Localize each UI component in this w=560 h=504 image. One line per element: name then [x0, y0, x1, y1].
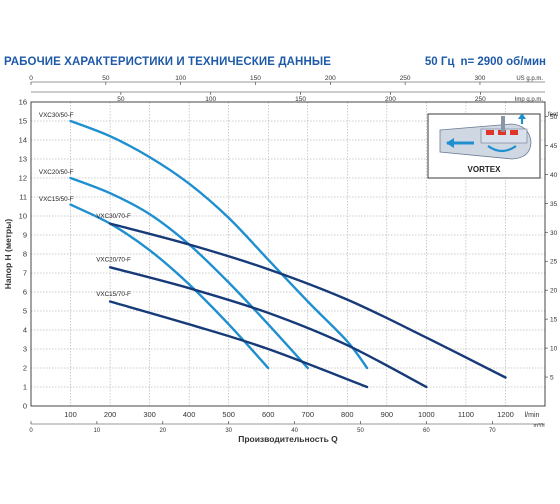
series-label-vxc15-50-f: VXC15/50-F [39, 196, 74, 203]
y-tick-label: 10 [19, 212, 27, 221]
feet-unit-label: feet [548, 112, 558, 118]
x-tick-label: 300 [143, 410, 156, 419]
y-tick-label: 16 [19, 98, 27, 107]
m3h-tick-label: 70 [489, 428, 496, 434]
y-tick-label: 14 [19, 136, 27, 145]
us-gpm-tick-label: 0 [29, 75, 33, 82]
curve-vxc15-50-f [69, 203, 270, 370]
m3h-tick-label: 60 [423, 428, 430, 434]
us-gpm-tick-label: 250 [400, 75, 411, 82]
m3h-tick-label: 10 [94, 428, 101, 434]
curve-vxc20-70-f [108, 266, 428, 389]
x-tick-label: 1200 [497, 410, 514, 419]
imp-gpm-tick-label: 200 [385, 96, 396, 103]
y-tick-label: 7 [23, 269, 27, 278]
series-label-vxc30-50-f: VXC30/50-F [39, 112, 74, 119]
chart-axes [30, 81, 548, 425]
y-tick-label: 4 [23, 326, 27, 335]
series-label-vxc30-70-f: VXC30/70-F [96, 213, 131, 220]
m3h-unit-label: m³/h [534, 423, 545, 429]
feet-tick-label: 45 [550, 143, 558, 150]
y-tick-label: 5 [23, 307, 27, 316]
us-gpm-tick-label: 50 [102, 75, 110, 82]
y-tick-label: 11 [19, 193, 27, 202]
frequency-label: 50 Гц [424, 56, 455, 68]
x-tick-label: 500 [222, 410, 235, 419]
feet-tick-label: 50 [550, 114, 558, 121]
page-title: РАБОЧИЕ ХАРАКТЕРИСТИКИ И ТЕХНИЧЕСКИЕ ДАН… [4, 56, 331, 68]
feet-tick-label: 30 [550, 230, 558, 237]
y-tick-label: 13 [19, 155, 27, 164]
curve-vxc30-70-f [108, 222, 507, 379]
chart-tick-labels: 100 200 300 400 500 600 700 800 900 1000 1100 1200 l… [3, 75, 558, 444]
feet-tick-label: 25 [550, 259, 558, 266]
y-tick-label: 3 [23, 345, 27, 354]
series-label-vxc20-50-f: VXC20/50-F [39, 169, 74, 176]
vortex-badge: VORTEX [427, 113, 541, 179]
x-tick-label: 1000 [418, 410, 435, 419]
chart-grid [31, 102, 545, 406]
imp-gpm-tick-label: 150 [295, 96, 306, 103]
imp-gpm-tick-label: 50 [117, 96, 125, 103]
us-gpm-tick-label: 150 [250, 75, 261, 82]
series-label-vxc15-70-f: VXC15/70-F [96, 291, 131, 298]
us-gpm-tick-label: 300 [475, 75, 486, 82]
m3h-tick-label: 20 [159, 428, 166, 434]
m3h-tick-label: 40 [291, 428, 298, 434]
y-tick-label: 9 [23, 231, 27, 240]
imp-gpm-tick-label: 250 [475, 96, 486, 103]
feet-tick-label: 35 [550, 201, 558, 208]
series-label-vxc20-70-f: VXC20/70-F [96, 257, 131, 264]
plot-frame [30, 101, 546, 407]
y-axis-title: Напор H (метры) [3, 219, 13, 290]
x-tick-label: 900 [381, 410, 394, 419]
vortex-impeller-icon [439, 113, 532, 160]
x-tick-label: 800 [341, 410, 354, 419]
imp-gpm-tick-label: 100 [205, 96, 216, 103]
m3h-tick-label: 50 [357, 428, 364, 434]
feet-tick-label: 15 [550, 317, 558, 324]
y-tick-label: 1 [23, 383, 27, 392]
m3h-tick-label: 0 [29, 428, 33, 434]
x-axis-title: Производительность Q [238, 434, 338, 444]
curve-vxc30-50-f [69, 119, 369, 370]
curve-vxc15-70-f [108, 300, 369, 389]
frequency-speed: 50 Гц n= 2900 об/мин [419, 56, 546, 68]
chart-curves [69, 119, 507, 389]
us-gpm-unit-label: US g.p.m. [516, 76, 543, 82]
us-gpm-tick-label: 100 [175, 75, 186, 82]
feet-tick-label: 40 [550, 172, 558, 179]
x-tick-label: 100 [64, 410, 77, 419]
vortex-badge-label: VORTEX [468, 165, 502, 174]
x-tick-label: 600 [262, 410, 275, 419]
x-tick-label: 1100 [458, 410, 474, 419]
speed-label: n= 2900 об/мин [460, 56, 546, 68]
feet-tick-label: 10 [550, 346, 558, 353]
m3h-tick-label: 30 [225, 428, 232, 434]
us-gpm-tick-label: 200 [325, 75, 336, 82]
x-tick-label: 400 [183, 410, 196, 419]
y-tick-label: 15 [19, 117, 27, 126]
y-tick-label: 0 [23, 402, 27, 411]
imp-gpm-unit-label: Imp g.p.m. [515, 97, 544, 103]
feet-tick-label: 5 [550, 375, 554, 382]
y-tick-label: 2 [23, 364, 27, 373]
chart-series-labels: VXC30/50-F VXC20/50-F VXC15/50-F VXC30/70-F… [39, 112, 131, 298]
y-tick-label: 8 [23, 250, 27, 259]
x-unit-label: l/min [525, 412, 540, 419]
feet-tick-label: 20 [550, 288, 558, 295]
x-tick-label: 700 [302, 410, 315, 419]
y-tick-label: 12 [19, 174, 27, 183]
y-tick-label: 6 [23, 288, 27, 297]
x-tick-label: 200 [104, 410, 117, 419]
